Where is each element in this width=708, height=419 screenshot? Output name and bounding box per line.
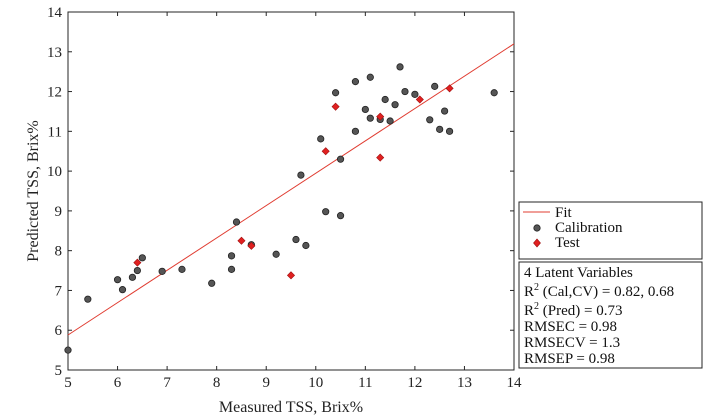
y-tick-label: 8 bbox=[55, 244, 63, 260]
calibration-point bbox=[396, 63, 404, 71]
calibration-point bbox=[431, 82, 439, 90]
calibration-point bbox=[490, 89, 498, 97]
calibration-point bbox=[64, 346, 72, 354]
x-tick-label: 10 bbox=[308, 375, 323, 391]
calibration-point bbox=[336, 155, 345, 163]
test-point bbox=[376, 153, 385, 162]
y-tick-label: 9 bbox=[55, 204, 63, 220]
calibration-point bbox=[232, 218, 241, 226]
stats-box: 4 Latent Variables R2 (Cal,CV) = 0.82, 0… bbox=[518, 261, 703, 369]
test-point bbox=[331, 102, 340, 111]
calibration-point bbox=[386, 117, 394, 125]
y-tick-label: 13 bbox=[47, 45, 62, 61]
x-tick-label: 9 bbox=[262, 375, 270, 391]
x-tick-label: 8 bbox=[213, 375, 221, 391]
test-point bbox=[133, 258, 142, 267]
calibration-point bbox=[133, 266, 141, 275]
calibration-point bbox=[351, 78, 360, 86]
calibration-point bbox=[331, 89, 340, 97]
calibration-point bbox=[441, 107, 449, 115]
stats-rmsec: RMSEC = 0.98 bbox=[524, 319, 617, 335]
calibration-point bbox=[445, 127, 454, 135]
y-axis-label: Predicted TSS, Brix% bbox=[25, 120, 42, 261]
x-tick-label: 11 bbox=[358, 375, 372, 391]
fit-line bbox=[67, 43, 515, 336]
calibration-point bbox=[361, 105, 369, 114]
x-tick-label: 7 bbox=[163, 375, 171, 391]
stats-r2-cal-cv-sup: 2 bbox=[534, 282, 539, 293]
calibration-point bbox=[391, 101, 399, 109]
calibration-point bbox=[227, 265, 236, 273]
y-tick-label: 6 bbox=[55, 323, 63, 339]
x-axis-label: Measured TSS, Brix% bbox=[219, 399, 363, 416]
test-point bbox=[415, 95, 424, 104]
test-point bbox=[376, 112, 385, 121]
legend-calibration-label: Calibration bbox=[555, 220, 623, 236]
x-tick-label: 13 bbox=[457, 375, 472, 391]
calibration-point bbox=[84, 295, 92, 303]
calibration-point bbox=[302, 241, 310, 250]
stats-rmsep: RMSEP = 0.98 bbox=[524, 351, 615, 367]
calibration-point bbox=[113, 276, 122, 284]
legend: Fit Calibration Test bbox=[518, 201, 703, 260]
calibration-point bbox=[158, 267, 166, 275]
stats-r2-cal-cv-rest: (Cal,CV) = 0.82, 0.68 bbox=[539, 284, 674, 300]
calibration-point bbox=[436, 125, 444, 133]
y-tick-label: 7 bbox=[55, 283, 63, 299]
stats-box-frame bbox=[518, 261, 703, 369]
calibration-point bbox=[366, 73, 374, 81]
stats-r2-cal-cv: R2 (Cal,CV) = 0.82, 0.68 bbox=[524, 282, 674, 300]
calibration-point bbox=[297, 171, 305, 179]
test-point bbox=[445, 84, 454, 93]
data-points-group bbox=[64, 63, 498, 354]
stats-r2-pred: R2 (Pred) = 0.73 bbox=[524, 301, 622, 319]
calibration-point bbox=[336, 212, 345, 220]
calibration-point bbox=[411, 90, 419, 98]
stats-rmsecv: RMSECV = 1.3 bbox=[524, 335, 620, 351]
stats-latent-variables: 4 Latent Variables bbox=[524, 265, 633, 281]
calibration-point bbox=[366, 114, 374, 122]
stats-r2-pred-rest: (Pred) = 0.73 bbox=[539, 303, 622, 319]
calibration-point bbox=[351, 127, 360, 135]
x-axis-ticks: 5 6 7 8 9 10 11 12 13 14 bbox=[64, 12, 522, 391]
test-point bbox=[321, 147, 330, 156]
legend-test-label: Test bbox=[555, 235, 581, 251]
legend-fit-label: Fit bbox=[555, 205, 573, 221]
calibration-point bbox=[178, 265, 186, 273]
stats-r2-pred-sup: 2 bbox=[534, 301, 539, 312]
calibration-point bbox=[401, 87, 409, 96]
y-tick-label: 14 bbox=[47, 5, 63, 21]
fit-line-group bbox=[67, 43, 515, 336]
calibration-point bbox=[128, 273, 137, 281]
test-point bbox=[247, 241, 256, 250]
calibration-point bbox=[138, 254, 146, 262]
test-point bbox=[237, 236, 246, 245]
x-tick-label: 5 bbox=[64, 375, 72, 391]
x-tick-label: 12 bbox=[407, 375, 422, 391]
test-point bbox=[286, 271, 296, 280]
x-tick-label: 6 bbox=[114, 375, 122, 391]
plot-area bbox=[67, 11, 515, 371]
calibration-point bbox=[381, 95, 389, 104]
stats-r2-cal-cv-prefix: R bbox=[524, 284, 534, 300]
y-tick-label: 5 bbox=[55, 363, 63, 379]
stats-r2-pred-prefix: R bbox=[524, 303, 534, 319]
calibration-point bbox=[292, 235, 300, 244]
calibration-point bbox=[317, 135, 325, 143]
y-axis-ticks: 5 6 7 8 9 10 11 12 13 14 bbox=[47, 5, 514, 379]
calibration-point bbox=[322, 208, 330, 216]
y-tick-label: 11 bbox=[48, 124, 62, 140]
legend-test-swatch bbox=[533, 238, 541, 248]
calibration-point bbox=[426, 116, 434, 124]
legend-calibration-swatch bbox=[533, 224, 541, 232]
calibration-point bbox=[272, 250, 280, 258]
calibration-point bbox=[227, 252, 236, 260]
y-tick-label: 10 bbox=[47, 164, 62, 180]
x-tick-label: 14 bbox=[507, 375, 523, 391]
y-tick-label: 12 bbox=[47, 85, 62, 101]
calibration-point bbox=[118, 286, 127, 294]
calibration-point bbox=[208, 279, 216, 287]
